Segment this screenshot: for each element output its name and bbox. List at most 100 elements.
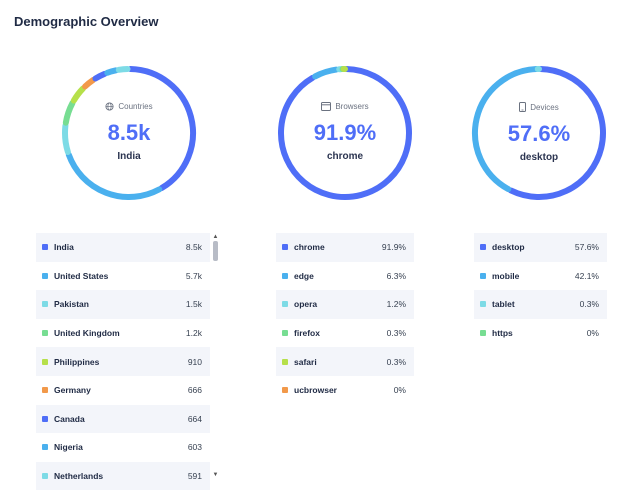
donut-slice-mobile[interactable] — [472, 66, 540, 193]
countries-scrollbar[interactable]: ▲ ▼ — [212, 233, 219, 480]
browsers-top-name: chrome — [326, 151, 364, 162]
list-item: firefox 0.3% — [276, 319, 414, 348]
item-value: 591 — [187, 471, 202, 482]
devices-list: desktop 57.6% mobile 42.1% tablet 0.3% https 0% — [474, 233, 607, 347]
scrollbar-thumb[interactable] — [213, 241, 218, 261]
item-value: 664 — [187, 413, 202, 424]
legend-swatch — [42, 330, 48, 337]
donut-slice-chrome[interactable] — [278, 66, 412, 200]
item-value: 910 — [187, 356, 202, 367]
legend-swatch — [480, 301, 486, 308]
item-value: 0.3% — [386, 356, 406, 367]
item-name: Pakistan — [54, 299, 89, 310]
item-value: 0% — [393, 385, 406, 396]
legend-swatch — [42, 444, 48, 451]
list-item: ucbrowser 0% — [276, 376, 414, 405]
list-item: opera 1.2% — [276, 290, 414, 319]
list-item: Germany 666 — [36, 376, 210, 405]
list-item: safari 0.3% — [276, 347, 414, 376]
legend-swatch — [42, 473, 48, 480]
legend-swatch — [42, 272, 48, 279]
list-item: mobile 42.1% — [474, 262, 607, 291]
item-value: 8.5k — [185, 242, 202, 253]
browsers-donut-chart: Browsers 91.9% chrome — [276, 64, 414, 202]
legend-swatch — [282, 244, 288, 251]
legend-swatch — [282, 387, 288, 394]
item-value: 6.3% — [386, 270, 406, 281]
legend-swatch — [480, 244, 486, 251]
list-item: Pakistan 1.5k — [36, 290, 210, 319]
countries-donut-svg — [62, 66, 196, 200]
globe-icon — [105, 102, 114, 111]
countries-top-name: India — [117, 151, 141, 162]
item-value: 0.3% — [386, 328, 406, 339]
item-value: 1.2k — [185, 328, 202, 339]
item-name: edge — [294, 270, 314, 281]
list-item: United Kingdom 1.2k — [36, 319, 210, 348]
item-name: United Kingdom — [54, 328, 120, 339]
phone-icon — [519, 102, 527, 112]
legend-swatch — [282, 358, 288, 365]
list-item: Netherlands 591 — [36, 461, 210, 491]
item-value: 57.6% — [574, 242, 599, 253]
item-name: ucbrowser — [294, 385, 337, 396]
countries-top-value: 8.5k — [107, 120, 151, 145]
item-value: 1.5k — [185, 299, 202, 310]
item-value: 91.9% — [381, 242, 406, 253]
list-item: Nigeria 603 — [36, 433, 210, 462]
item-name: Germany — [54, 385, 91, 396]
donut-slice-pakistan[interactable] — [62, 122, 71, 156]
countries-list[interactable]: India 8.5k United States 5.7k Pakistan 1.5k Un… — [36, 233, 210, 491]
devices-top-name: desktop — [519, 152, 559, 163]
legend-swatch — [42, 358, 48, 365]
item-value: 5.7k — [185, 270, 202, 281]
list-item: tablet 0.3% — [474, 290, 607, 319]
list-item: Canada 664 — [36, 404, 210, 434]
window-icon — [321, 102, 332, 111]
item-name: desktop — [492, 242, 525, 253]
legend-swatch — [282, 301, 288, 308]
legend-swatch — [42, 387, 48, 394]
devices-donut-chart: Devices 57.6% desktop — [470, 64, 608, 202]
legend-swatch — [42, 301, 48, 308]
browsers-list: chrome 91.9% edge 6.3% opera 1.2% firefox 0.3% s… — [276, 233, 414, 405]
browsers-donut-svg — [278, 66, 412, 200]
item-name: mobile — [492, 270, 520, 281]
item-name: tablet — [492, 299, 515, 310]
donut-slice-desktop[interactable] — [507, 66, 606, 200]
legend-swatch — [42, 415, 48, 422]
donut-slice-netherlands[interactable] — [115, 66, 131, 73]
list-item: edge 6.3% — [276, 262, 414, 291]
page-title: Demographic Overview — [14, 14, 159, 29]
item-name: safari — [294, 356, 317, 367]
browsers-top-value: 91.9% — [313, 120, 377, 145]
donut-slice-united-states[interactable] — [65, 151, 163, 200]
item-value: 603 — [187, 442, 202, 453]
scroll-down-arrow-icon[interactable]: ▼ — [212, 472, 219, 478]
legend-swatch — [282, 330, 288, 337]
item-name: Nigeria — [54, 442, 83, 453]
item-value: 0% — [586, 328, 599, 339]
list-item: desktop 57.6% — [474, 233, 607, 262]
item-value: 666 — [187, 385, 202, 396]
legend-swatch — [42, 244, 48, 251]
list-item: Philippines 910 — [36, 347, 210, 376]
list-item: https 0% — [474, 319, 607, 348]
item-name: United States — [54, 270, 109, 281]
legend-swatch — [480, 330, 486, 337]
devices-donut-svg — [472, 66, 606, 200]
browsers-label: Browsers — [335, 102, 369, 111]
item-name: Netherlands — [54, 471, 104, 482]
list-item: chrome 91.9% — [276, 233, 414, 262]
devices-label: Devices — [530, 102, 559, 112]
countries-donut-chart: Countries 8.5k India — [60, 64, 198, 202]
list-item: India 8.5k — [36, 233, 210, 262]
donut-slice-india[interactable] — [127, 66, 196, 191]
item-name: chrome — [294, 242, 325, 253]
legend-swatch — [282, 272, 288, 279]
item-name: opera — [294, 299, 318, 310]
scroll-up-arrow-icon[interactable]: ▲ — [212, 234, 219, 240]
item-name: firefox — [294, 328, 320, 339]
countries-label: Countries — [118, 102, 153, 111]
item-value: 1.2% — [386, 299, 406, 310]
